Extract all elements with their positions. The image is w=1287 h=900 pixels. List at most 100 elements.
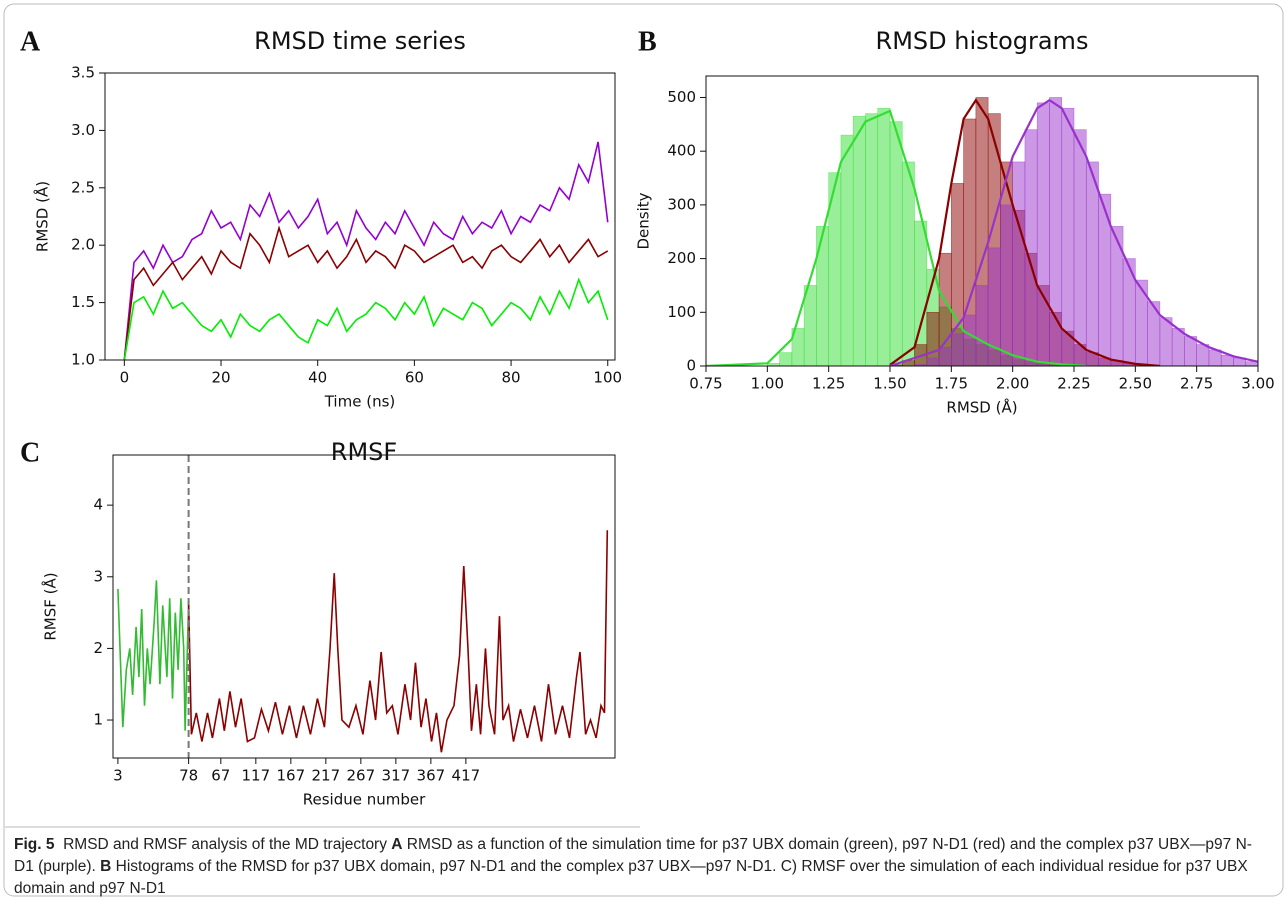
x-tick-label: 1.50 bbox=[873, 375, 906, 393]
panel-letter: A bbox=[20, 26, 41, 57]
x-tick-label: 117 bbox=[242, 767, 271, 785]
hist-bar bbox=[1036, 102, 1050, 367]
hist-bar bbox=[803, 285, 817, 367]
caption-text: Histograms of the RMSD for p37 UBX domai… bbox=[14, 858, 1252, 897]
y-tick-label: 1.5 bbox=[71, 293, 95, 311]
kde-line bbox=[889, 98, 1160, 366]
x-tick-label: 167 bbox=[277, 767, 306, 785]
y-tick-label: 300 bbox=[667, 195, 696, 213]
hist-bar bbox=[865, 113, 879, 367]
caption-text: Fig. 5 bbox=[14, 836, 55, 853]
series-line bbox=[187, 530, 609, 753]
x-tick-label: 20 bbox=[211, 369, 230, 387]
x-tick-label: 78 bbox=[179, 767, 198, 785]
chart-title: RMSD time series bbox=[254, 27, 466, 55]
series-line bbox=[123, 277, 609, 360]
y-tick-label: 2.5 bbox=[71, 178, 95, 196]
hist-bar bbox=[1135, 279, 1148, 367]
hist-bar bbox=[1012, 161, 1026, 367]
x-axis-label: Time (ns) bbox=[324, 393, 396, 411]
plot-frame bbox=[112, 454, 616, 759]
hist-bar bbox=[852, 115, 866, 367]
y-tick-label: 3 bbox=[93, 567, 103, 585]
y-tick-label: 1.0 bbox=[71, 351, 95, 369]
chart-title: RMSF bbox=[331, 438, 397, 466]
figure-border bbox=[3, 3, 1284, 897]
hist-bar bbox=[1171, 328, 1185, 367]
series-line bbox=[117, 580, 190, 731]
hist-bar bbox=[889, 121, 903, 367]
hist-bar bbox=[1184, 336, 1197, 367]
y-tick-label: 3.5 bbox=[71, 64, 95, 82]
y-tick-label: 2 bbox=[93, 639, 103, 657]
x-tick-label: 0.75 bbox=[689, 375, 722, 393]
y-axis-label: Density bbox=[635, 192, 653, 249]
x-tick-label: 1.75 bbox=[935, 375, 968, 393]
hist-bar bbox=[975, 285, 989, 367]
caption-text: RMSD and RMSF analysis of the MD traject… bbox=[54, 836, 392, 853]
x-tick-label: 367 bbox=[417, 767, 446, 785]
chart-title: RMSD histograms bbox=[876, 27, 1089, 55]
hist-bar bbox=[1000, 204, 1013, 367]
x-tick-label: 2.25 bbox=[1057, 375, 1090, 393]
y-tick-label: 4 bbox=[93, 496, 103, 514]
x-tick-label: 2.75 bbox=[1180, 375, 1213, 393]
hist-bar bbox=[840, 134, 854, 367]
panel-letter: B bbox=[638, 26, 657, 57]
hist-bar bbox=[963, 314, 977, 367]
x-tick-label: 3.00 bbox=[1241, 375, 1274, 393]
y-tick-label: 2.0 bbox=[71, 236, 95, 254]
hist-bar bbox=[951, 333, 964, 367]
x-tick-label: 3 bbox=[113, 767, 123, 785]
hist-bar bbox=[1159, 317, 1173, 367]
panel-letter: C bbox=[20, 437, 40, 468]
x-tick-label: 267 bbox=[347, 767, 376, 785]
y-axis-label: RMSF (Å) bbox=[41, 572, 60, 640]
y-tick-label: 500 bbox=[667, 88, 696, 106]
hist-bar bbox=[1073, 129, 1087, 367]
series-line bbox=[123, 225, 609, 360]
hist-bar bbox=[1220, 354, 1234, 367]
hist-bar bbox=[779, 352, 793, 367]
caption-text: B bbox=[100, 858, 112, 875]
x-tick-label: 1.00 bbox=[751, 375, 784, 393]
x-tick-label: 417 bbox=[452, 767, 481, 785]
x-tick-label: 2.00 bbox=[996, 375, 1029, 393]
plot-frame bbox=[705, 75, 1259, 367]
caption-text: RMSD as a function of the simulation tim… bbox=[14, 836, 1252, 875]
x-tick-label: 67 bbox=[211, 767, 230, 785]
plot-frame bbox=[104, 72, 616, 361]
hist-bar bbox=[1196, 344, 1210, 367]
x-tick-label: 217 bbox=[312, 767, 341, 785]
y-tick-label: 1 bbox=[93, 711, 103, 729]
hist-bar bbox=[1208, 349, 1222, 367]
x-axis-label: RMSD (Å) bbox=[946, 398, 1017, 417]
kde-line bbox=[706, 109, 1087, 366]
y-tick-label: 400 bbox=[667, 142, 696, 160]
hist-bar bbox=[901, 161, 915, 367]
hist-bar bbox=[1085, 161, 1099, 367]
caption-text: A bbox=[391, 836, 403, 853]
hist-bar bbox=[1061, 107, 1075, 367]
x-tick-label: 0 bbox=[120, 369, 130, 387]
x-tick-label: 100 bbox=[593, 369, 622, 387]
y-tick-label: 0 bbox=[686, 357, 696, 375]
x-tick-label: 2.50 bbox=[1119, 375, 1152, 393]
x-tick-label: 317 bbox=[382, 767, 411, 785]
hist-bar bbox=[877, 107, 891, 367]
x-axis-label: Residue number bbox=[303, 791, 426, 809]
y-axis-label: RMSD (Å) bbox=[33, 181, 52, 252]
series-line bbox=[123, 141, 609, 360]
x-tick-label: 60 bbox=[405, 369, 424, 387]
kde-line bbox=[889, 98, 1258, 366]
y-tick-label: 200 bbox=[667, 249, 696, 267]
caption: Fig. 5 RMSD and RMSF analysis of the MD … bbox=[14, 834, 1269, 900]
y-tick-label: 3.0 bbox=[71, 121, 95, 139]
x-tick-label: 80 bbox=[502, 369, 521, 387]
hist-bar bbox=[938, 346, 952, 367]
y-tick-label: 100 bbox=[667, 303, 696, 321]
x-tick-label: 40 bbox=[308, 369, 327, 387]
x-tick-label: 1.25 bbox=[812, 375, 845, 393]
